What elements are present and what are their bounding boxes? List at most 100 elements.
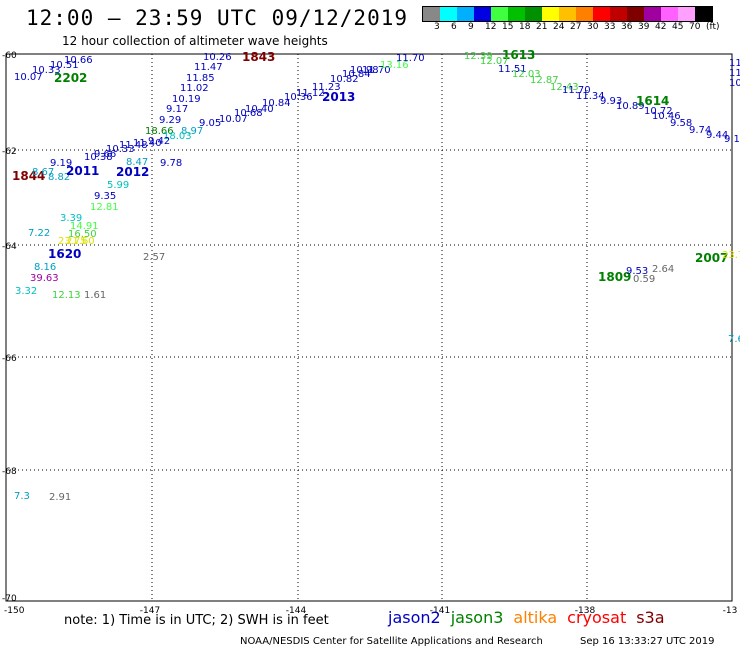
wave-height-value: 9.74: [689, 125, 711, 136]
wave-height-value: 11.48: [119, 140, 148, 151]
wave-height-value: 9.29: [159, 115, 181, 126]
wave-height-value: 9.66: [94, 149, 116, 160]
wave-height-value: 10.19: [172, 94, 201, 105]
latitude-tick-label: -64: [2, 242, 17, 252]
colorbar-swatch: [576, 7, 593, 21]
longitude-tick-label: -141: [430, 606, 450, 616]
wave-height-value: 8.47: [126, 157, 148, 168]
wave-height-value: 10.84: [342, 69, 371, 80]
longitude-tick-label: -138: [575, 606, 596, 616]
wave-height-value: 10.36: [284, 92, 313, 103]
wave-height-value: 11.70: [362, 65, 391, 76]
longitude-tick-label: -144: [286, 606, 307, 616]
wave-height-value: 2.64: [652, 264, 674, 275]
colorbar-label: 9: [468, 22, 474, 32]
colorbar-label: 36: [621, 22, 633, 32]
wave-height-value: 9.1: [724, 134, 740, 145]
pass-time-label: 2202: [54, 71, 87, 85]
wave-height-value: 9.78: [160, 158, 182, 169]
colorbar-label: 6: [451, 22, 457, 32]
colorbar-swatch: [627, 7, 644, 21]
mission-legend-item: s3a: [636, 608, 665, 627]
wave-height-value: 10.46: [652, 111, 681, 122]
units-note: note: 1) Time is in UTC; 2) SWH is in fe…: [64, 613, 329, 628]
wave-height-value: 9.53: [626, 266, 648, 277]
generated-timestamp: Sep 16 13:33:27 UTC 2019: [580, 636, 715, 647]
wave-height-value: 11.70: [396, 53, 425, 64]
colorbar-label: 39: [638, 22, 650, 32]
wave-height-value: 8.97: [181, 126, 203, 137]
colorbar-swatch: [695, 7, 712, 21]
pass-time-label: 2012: [116, 165, 149, 179]
wave-height-value: 11.40: [133, 138, 162, 149]
wave-height-value: 10.33: [32, 65, 61, 76]
wave-height-value: 11.34: [576, 91, 605, 102]
colorbar-swatch: [457, 7, 474, 21]
wave-height-value: 9.93: [600, 96, 622, 107]
wave-height-colorbar: [422, 6, 713, 22]
colorbar-label: 21: [536, 22, 548, 32]
wave-height-value: 2.91: [49, 492, 71, 503]
colorbar-label: 70: [689, 22, 701, 32]
colorbar-label: 24: [553, 22, 565, 32]
wave-height-value: 7.6: [728, 334, 740, 345]
wave-height-value: 21.60: [66, 236, 95, 247]
pass-time-label: 1809: [598, 270, 631, 284]
wave-height-value: 11.85: [186, 73, 215, 84]
wave-height-value: 7.3: [14, 491, 30, 502]
colorbar-swatch: [525, 7, 542, 21]
pass-time-label: 2007: [695, 251, 728, 265]
latitude-tick-label: -60: [2, 51, 17, 61]
pass-time-label: 1614: [636, 94, 669, 108]
wave-height-value: 10.07: [219, 114, 248, 125]
wave-height-value: 8.82: [48, 172, 70, 183]
colorbar-label: 45: [672, 22, 684, 32]
wave-height-value: 10.38: [84, 152, 113, 163]
mission-legend-item: altika: [513, 608, 558, 627]
wave-height-value: 0.59: [633, 274, 655, 285]
wave-height-value: 11.02: [180, 83, 209, 94]
pass-time-label: 1620: [48, 247, 81, 261]
wave-height-value: 11.47: [194, 62, 223, 73]
wave-height-value: 12.39: [464, 51, 493, 62]
pass-time-label: 2013: [322, 90, 355, 104]
wave-height-value: 23.75: [58, 236, 87, 247]
wave-height-value: 10.26: [203, 52, 232, 63]
pass-time-label: 1613: [502, 48, 535, 62]
map-frame: [5, 53, 733, 602]
wave-height-value: 10.51: [50, 60, 79, 71]
colorbar-swatch: [610, 7, 627, 21]
colorbar-swatch: [661, 7, 678, 21]
wave-height-value: 8.67: [32, 167, 54, 178]
wave-height-value: 12.13: [52, 290, 81, 301]
wave-height-value: 12.07: [480, 56, 509, 67]
wave-height-value: 3.39: [60, 213, 82, 224]
colorbar-label: 30: [587, 22, 599, 32]
wave-height-value: 11: [729, 58, 740, 69]
wave-height-value: 12.87: [530, 75, 559, 86]
wave-height-value: 11: [729, 68, 740, 79]
latitude-tick-label: -68: [2, 467, 17, 477]
pass-time-label: 1843: [242, 50, 275, 64]
colorbar-label: 27: [570, 22, 582, 32]
wave-height-value: 10.89: [616, 101, 645, 112]
page-subtitle: 12 hour collection of altimeter wave hei…: [62, 34, 328, 48]
wave-height-value: 5.99: [107, 180, 129, 191]
wave-height-value: 10.33: [106, 144, 135, 155]
colorbar-swatch: [644, 7, 661, 21]
wave-height-value: 10.07: [14, 72, 43, 83]
colorbar-swatch: [542, 7, 559, 21]
wave-height-value: 9.58: [670, 118, 692, 129]
wave-height-value: 18.03: [163, 131, 192, 142]
wave-height-value: 13.16: [380, 60, 409, 71]
wave-height-value: 39.63: [30, 273, 59, 284]
longitude-tick-label: -147: [140, 606, 160, 616]
colorbar-label: (ft): [706, 22, 720, 32]
wave-height-value: 10.82: [330, 74, 359, 85]
latitude-tick-label: -66: [2, 354, 17, 364]
wave-height-value: 9.42: [148, 136, 170, 147]
wave-height-value: 10.84: [262, 98, 291, 109]
wave-height-value: 9.05: [199, 118, 221, 129]
latitude-tick-label: -70: [2, 594, 17, 604]
